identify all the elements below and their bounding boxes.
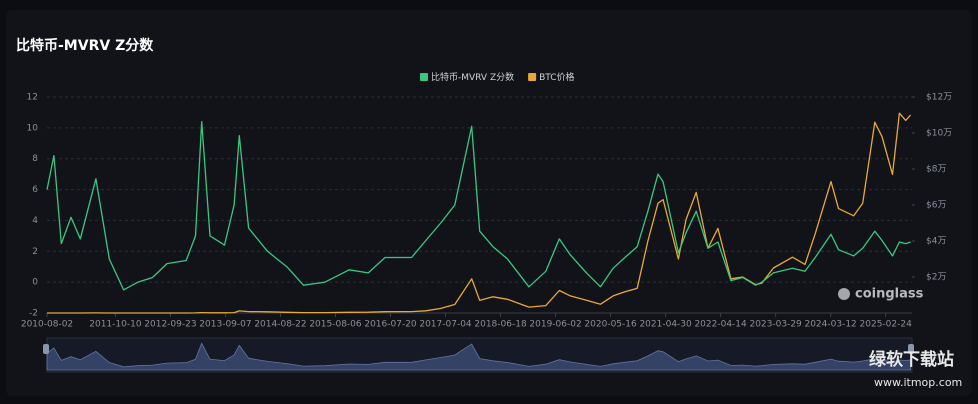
series-line [47, 112, 912, 314]
legend: 比特币-MVRV Z分数 BTC价格 [420, 71, 575, 83]
legend-item[interactable]: 比特币-MVRV Z分数 [420, 71, 514, 83]
series-line [46, 121, 911, 291]
x-tick-label: 2015-08-06 [309, 320, 362, 330]
y-tick-label: 6 [32, 185, 38, 195]
y2-tick-label: $6万 [926, 201, 946, 211]
y-tick-label: 8 [32, 154, 38, 164]
watermark: coinglass [855, 287, 924, 302]
slider-handle[interactable] [908, 344, 914, 354]
watermark-logo [838, 288, 850, 300]
x-tick-label: 2025-02-24 [860, 320, 913, 330]
y-tick-label: 12 [27, 93, 38, 103]
x-tick-label: 2017-07-04 [419, 320, 472, 330]
y2-tick-label: $2万 [926, 273, 946, 283]
legend-swatch [528, 73, 537, 81]
chart-title: 比特币-MVRV Z分数 [16, 37, 154, 54]
slider-handle[interactable] [43, 344, 49, 354]
legend-item[interactable]: BTC价格 [528, 71, 575, 83]
x-tick-label: 2020-05-16 [584, 320, 637, 330]
legend-label: BTC价格 [539, 71, 574, 83]
y-tick-label: 10 [27, 123, 39, 133]
y-tick-label: -2 [29, 309, 38, 319]
x-tick-label: 2016-07-20 [364, 320, 417, 330]
x-tick-label: 2022-04-14 [694, 320, 747, 330]
y2-tick-label: $4万 [926, 237, 946, 247]
x-tick-label: 2019-06-02 [529, 320, 581, 330]
plot-area: -2 0 2 4 6 8 10 12 $2万 $4万 $6万 $8万 $10万 $12万 2010-08-0… [21, 93, 952, 330]
y-tick-label: 4 [32, 216, 38, 226]
legend-swatch [420, 73, 428, 81]
x-tick-label: 2013-09-07 [199, 320, 251, 330]
y-tick-label: 2 [32, 247, 38, 257]
legend-label: 比特币-MVRV Z分数 [431, 71, 514, 83]
x-tick-label: 2012-09-23 [144, 320, 196, 330]
x-tick-label: 2011-10-10 [89, 320, 142, 330]
site-watermark-url: www.itmop.com [874, 376, 962, 389]
y2-tick-label: $8万 [926, 165, 946, 175]
x-tick-label: 2018-06-18 [474, 320, 527, 330]
x-tick-label: 2021-04-30 [639, 320, 692, 330]
x-tick-label: 2024-03-12 [804, 320, 856, 330]
card [6, 10, 972, 396]
y2-tick-label: $10万 [926, 129, 952, 139]
slider-preview [46, 342, 911, 371]
y-tick-label: 0 [32, 278, 38, 288]
x-tick-label: 2014-08-22 [254, 320, 306, 330]
y2-tick-label: $12万 [926, 93, 952, 103]
slider-area [46, 342, 911, 371]
x-tick-label: 2010-08-02 [21, 320, 73, 330]
site-watermark: 绿软下载站 [869, 349, 954, 370]
x-tick-label: 2023-03-29 [749, 320, 802, 330]
